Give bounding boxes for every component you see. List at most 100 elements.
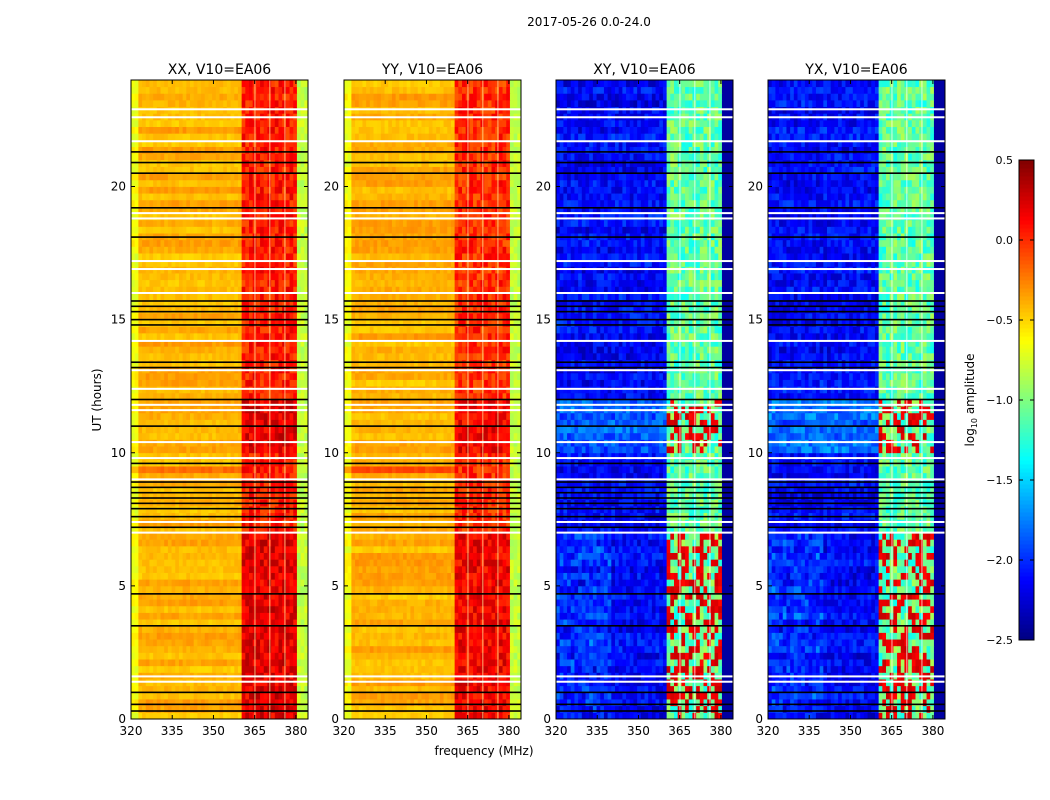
heatmap-cell — [285, 685, 290, 693]
heatmap-cell — [197, 452, 202, 460]
heatmap-cell — [260, 452, 265, 460]
heatmap-cell — [417, 705, 422, 713]
heatmap-cell — [260, 299, 265, 307]
heatmap-cell — [300, 379, 305, 387]
heatmap-cell — [149, 525, 154, 534]
heatmap-cell — [153, 126, 158, 134]
heatmap-cell — [167, 119, 172, 127]
heatmap-cell — [226, 239, 231, 247]
heatmap-cell — [182, 332, 187, 340]
heatmap-cell — [193, 372, 198, 380]
heatmap-cell — [153, 572, 158, 580]
heatmap-cell — [134, 412, 139, 420]
heatmap-cell — [223, 372, 228, 380]
heatmap-cell — [204, 306, 209, 314]
heatmap-cell — [138, 645, 143, 653]
heatmap-cell — [167, 359, 172, 367]
heatmap-cell — [149, 585, 154, 593]
heatmap-cell — [156, 506, 161, 514]
heatmap-cell — [190, 119, 195, 127]
heatmap-cell — [201, 352, 206, 360]
heatmap-cell — [256, 206, 261, 214]
heatmap-cell — [293, 119, 298, 127]
heatmap-cell — [134, 652, 139, 660]
heatmap-cell — [436, 692, 441, 700]
heatmap-cell — [271, 612, 276, 620]
heatmap-cell — [215, 219, 220, 227]
heatmap-cell — [190, 239, 195, 247]
heatmap-cell — [149, 206, 154, 214]
heatmap-cell — [274, 419, 279, 427]
heatmap-cell — [186, 472, 191, 480]
heatmap-cell — [219, 492, 224, 500]
heatmap-cell — [304, 199, 309, 207]
heatmap-cell — [282, 293, 287, 301]
heatmap-cell — [156, 126, 161, 134]
heatmap-cell — [219, 552, 224, 560]
heatmap-cell — [153, 419, 158, 427]
heatmap-cell — [149, 466, 154, 474]
heatmap-cell — [300, 259, 305, 267]
heatmap-cell — [282, 299, 287, 307]
heatmap-cell — [249, 80, 254, 88]
heatmap-cell — [260, 159, 265, 167]
heatmap-cell — [245, 479, 250, 487]
heatmap-cell — [167, 652, 172, 660]
flagged-row-black — [131, 361, 308, 364]
heatmap-cell — [230, 659, 235, 667]
heatmap-cell — [230, 293, 235, 301]
heatmap-cell — [201, 246, 206, 254]
heatmap-cell — [149, 99, 154, 108]
heatmap-cell — [271, 692, 276, 700]
heatmap-cell — [215, 293, 220, 301]
heatmap-cell — [219, 213, 224, 221]
heatmap-cell — [223, 712, 228, 720]
heatmap-cell — [186, 652, 191, 660]
flagged-row-white — [131, 409, 308, 412]
heatmap-cell — [293, 86, 298, 94]
heatmap-cell — [406, 685, 411, 693]
heatmap-cell — [260, 339, 265, 347]
heatmap-cell — [197, 80, 202, 88]
heatmap-cell — [160, 219, 165, 227]
heatmap-cell — [256, 246, 261, 254]
heatmap-cell — [219, 545, 224, 553]
heatmap-cell — [223, 339, 228, 347]
heatmap-cell — [263, 179, 268, 187]
heatmap-cell — [289, 625, 294, 633]
heatmap-cell — [190, 612, 195, 620]
heatmap-cell — [234, 86, 239, 94]
heatmap-cell — [245, 253, 250, 261]
heatmap-cell — [237, 206, 243, 214]
heatmap-cell — [300, 226, 305, 234]
heatmap-cell — [256, 286, 261, 294]
heatmap-cell — [145, 312, 150, 321]
heatmap-cell — [182, 372, 187, 380]
heatmap-cell — [234, 299, 239, 307]
heatmap-cell — [271, 552, 276, 560]
heatmap-cell — [145, 159, 150, 167]
heatmap-cell — [149, 685, 154, 693]
heatmap-cell — [226, 359, 231, 367]
heatmap-cell — [230, 506, 235, 514]
heatmap-cell — [256, 692, 261, 700]
heatmap-cell — [134, 259, 139, 267]
heatmap-cell — [241, 452, 246, 460]
heatmap-cell — [212, 206, 217, 214]
heatmap-cell — [212, 419, 217, 427]
heatmap-cell — [414, 712, 419, 720]
heatmap-cell — [193, 579, 198, 587]
heatmap-cell — [208, 599, 213, 607]
heatmap-cell — [513, 685, 518, 693]
heatmap-cell — [186, 545, 191, 553]
heatmap-cell — [131, 572, 136, 580]
heatmap-cell — [193, 99, 198, 108]
heatmap-cell — [190, 226, 195, 234]
heatmap-cell — [414, 685, 419, 693]
heatmap-cell — [296, 139, 302, 147]
heatmap-cell — [204, 392, 209, 400]
heatmap-cell — [131, 286, 136, 294]
heatmap-cell — [142, 179, 147, 187]
heatmap-cell — [260, 559, 265, 567]
heatmap-cell — [164, 559, 169, 567]
